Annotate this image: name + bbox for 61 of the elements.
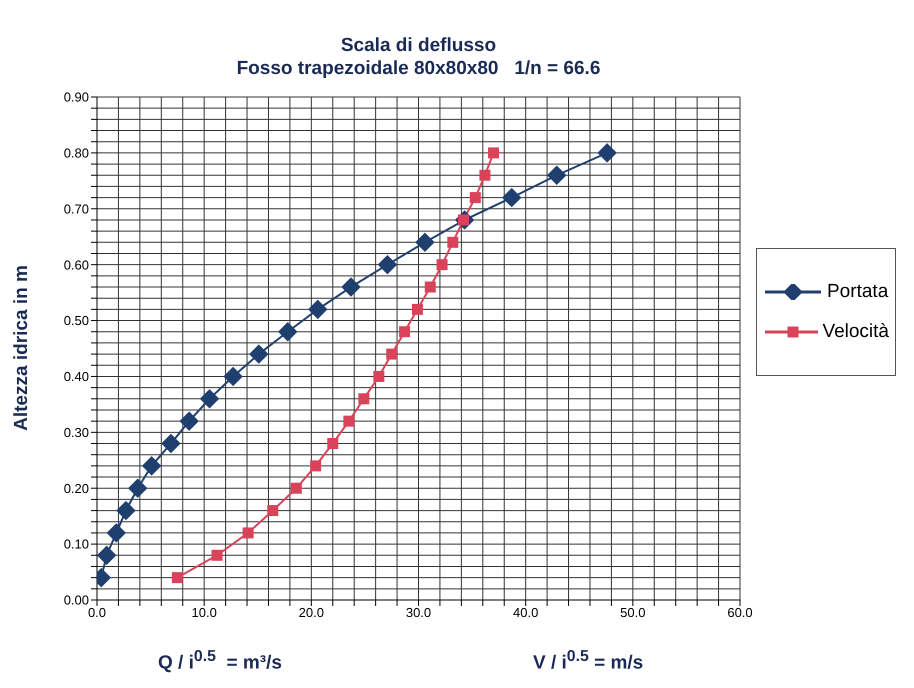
y-axis-title: Altezza idrica in m: [11, 265, 33, 431]
point: [128, 478, 148, 498]
y-tick-label: 0.60: [64, 257, 89, 272]
point: [310, 460, 322, 472]
point: [142, 456, 162, 476]
y-tick-label: 0.30: [64, 424, 89, 440]
point: [116, 501, 136, 520]
point: [447, 236, 458, 248]
y-tick-label: 0.40: [64, 369, 89, 384]
point: [224, 366, 243, 386]
x-tick-label: 60.0: [727, 605, 753, 620]
point: [278, 322, 298, 342]
chart-subtitle: Fosso trapezoidale 80x80x80 1/n = 66.6: [236, 57, 602, 80]
point: [412, 304, 423, 315]
point: [399, 326, 410, 338]
point: [180, 412, 199, 431]
x-tick-label: 20.0: [298, 605, 324, 620]
point: [358, 393, 370, 404]
point: [327, 438, 338, 450]
point: [386, 348, 398, 360]
legend-label: Velocità: [822, 321, 889, 343]
point: [436, 259, 448, 270]
point: [488, 147, 500, 158]
y-tick-label: 0.90: [64, 90, 89, 105]
chart-title: Scala di deflusso: [340, 34, 498, 57]
point: [172, 572, 183, 584]
y-tick-label: 0.00: [64, 592, 89, 608]
point: [378, 255, 397, 274]
legend-label: Portata: [827, 281, 888, 303]
y-tick-label: 0.20: [64, 480, 89, 496]
point: [249, 344, 268, 364]
x-tick-label: 40.0: [513, 605, 538, 620]
point: [161, 434, 180, 454]
point: [415, 232, 434, 252]
y-tick-label: 0.10: [64, 536, 89, 552]
point: [290, 482, 302, 494]
point: [212, 550, 223, 561]
y-tick-label: 0.70: [64, 201, 89, 216]
point: [242, 527, 254, 538]
point: [106, 523, 126, 542]
x-tick-label: 10.0: [192, 605, 217, 620]
point: [200, 389, 220, 408]
point: [97, 546, 116, 565]
x-axis-title: Q / i$^{0.5}$ = m³/s: [158, 648, 282, 674]
point: [470, 192, 481, 204]
x-tick-label: 50.0: [620, 605, 646, 620]
point: [479, 170, 490, 181]
y-tick-label: 0.50: [64, 313, 89, 328]
point: [373, 370, 384, 382]
point: [267, 505, 278, 516]
y-tick-label: 0.80: [64, 146, 89, 161]
point: [424, 282, 436, 293]
text: V / i$^{0.5}$ = m/s: [533, 648, 644, 674]
point: [341, 278, 360, 297]
x-tick-label: 30.0: [406, 605, 432, 620]
x-tick-label: 0.0: [88, 605, 106, 620]
point: [598, 143, 617, 162]
point: [343, 416, 354, 427]
point: [308, 300, 328, 319]
point: [502, 188, 522, 208]
point: [547, 166, 566, 185]
